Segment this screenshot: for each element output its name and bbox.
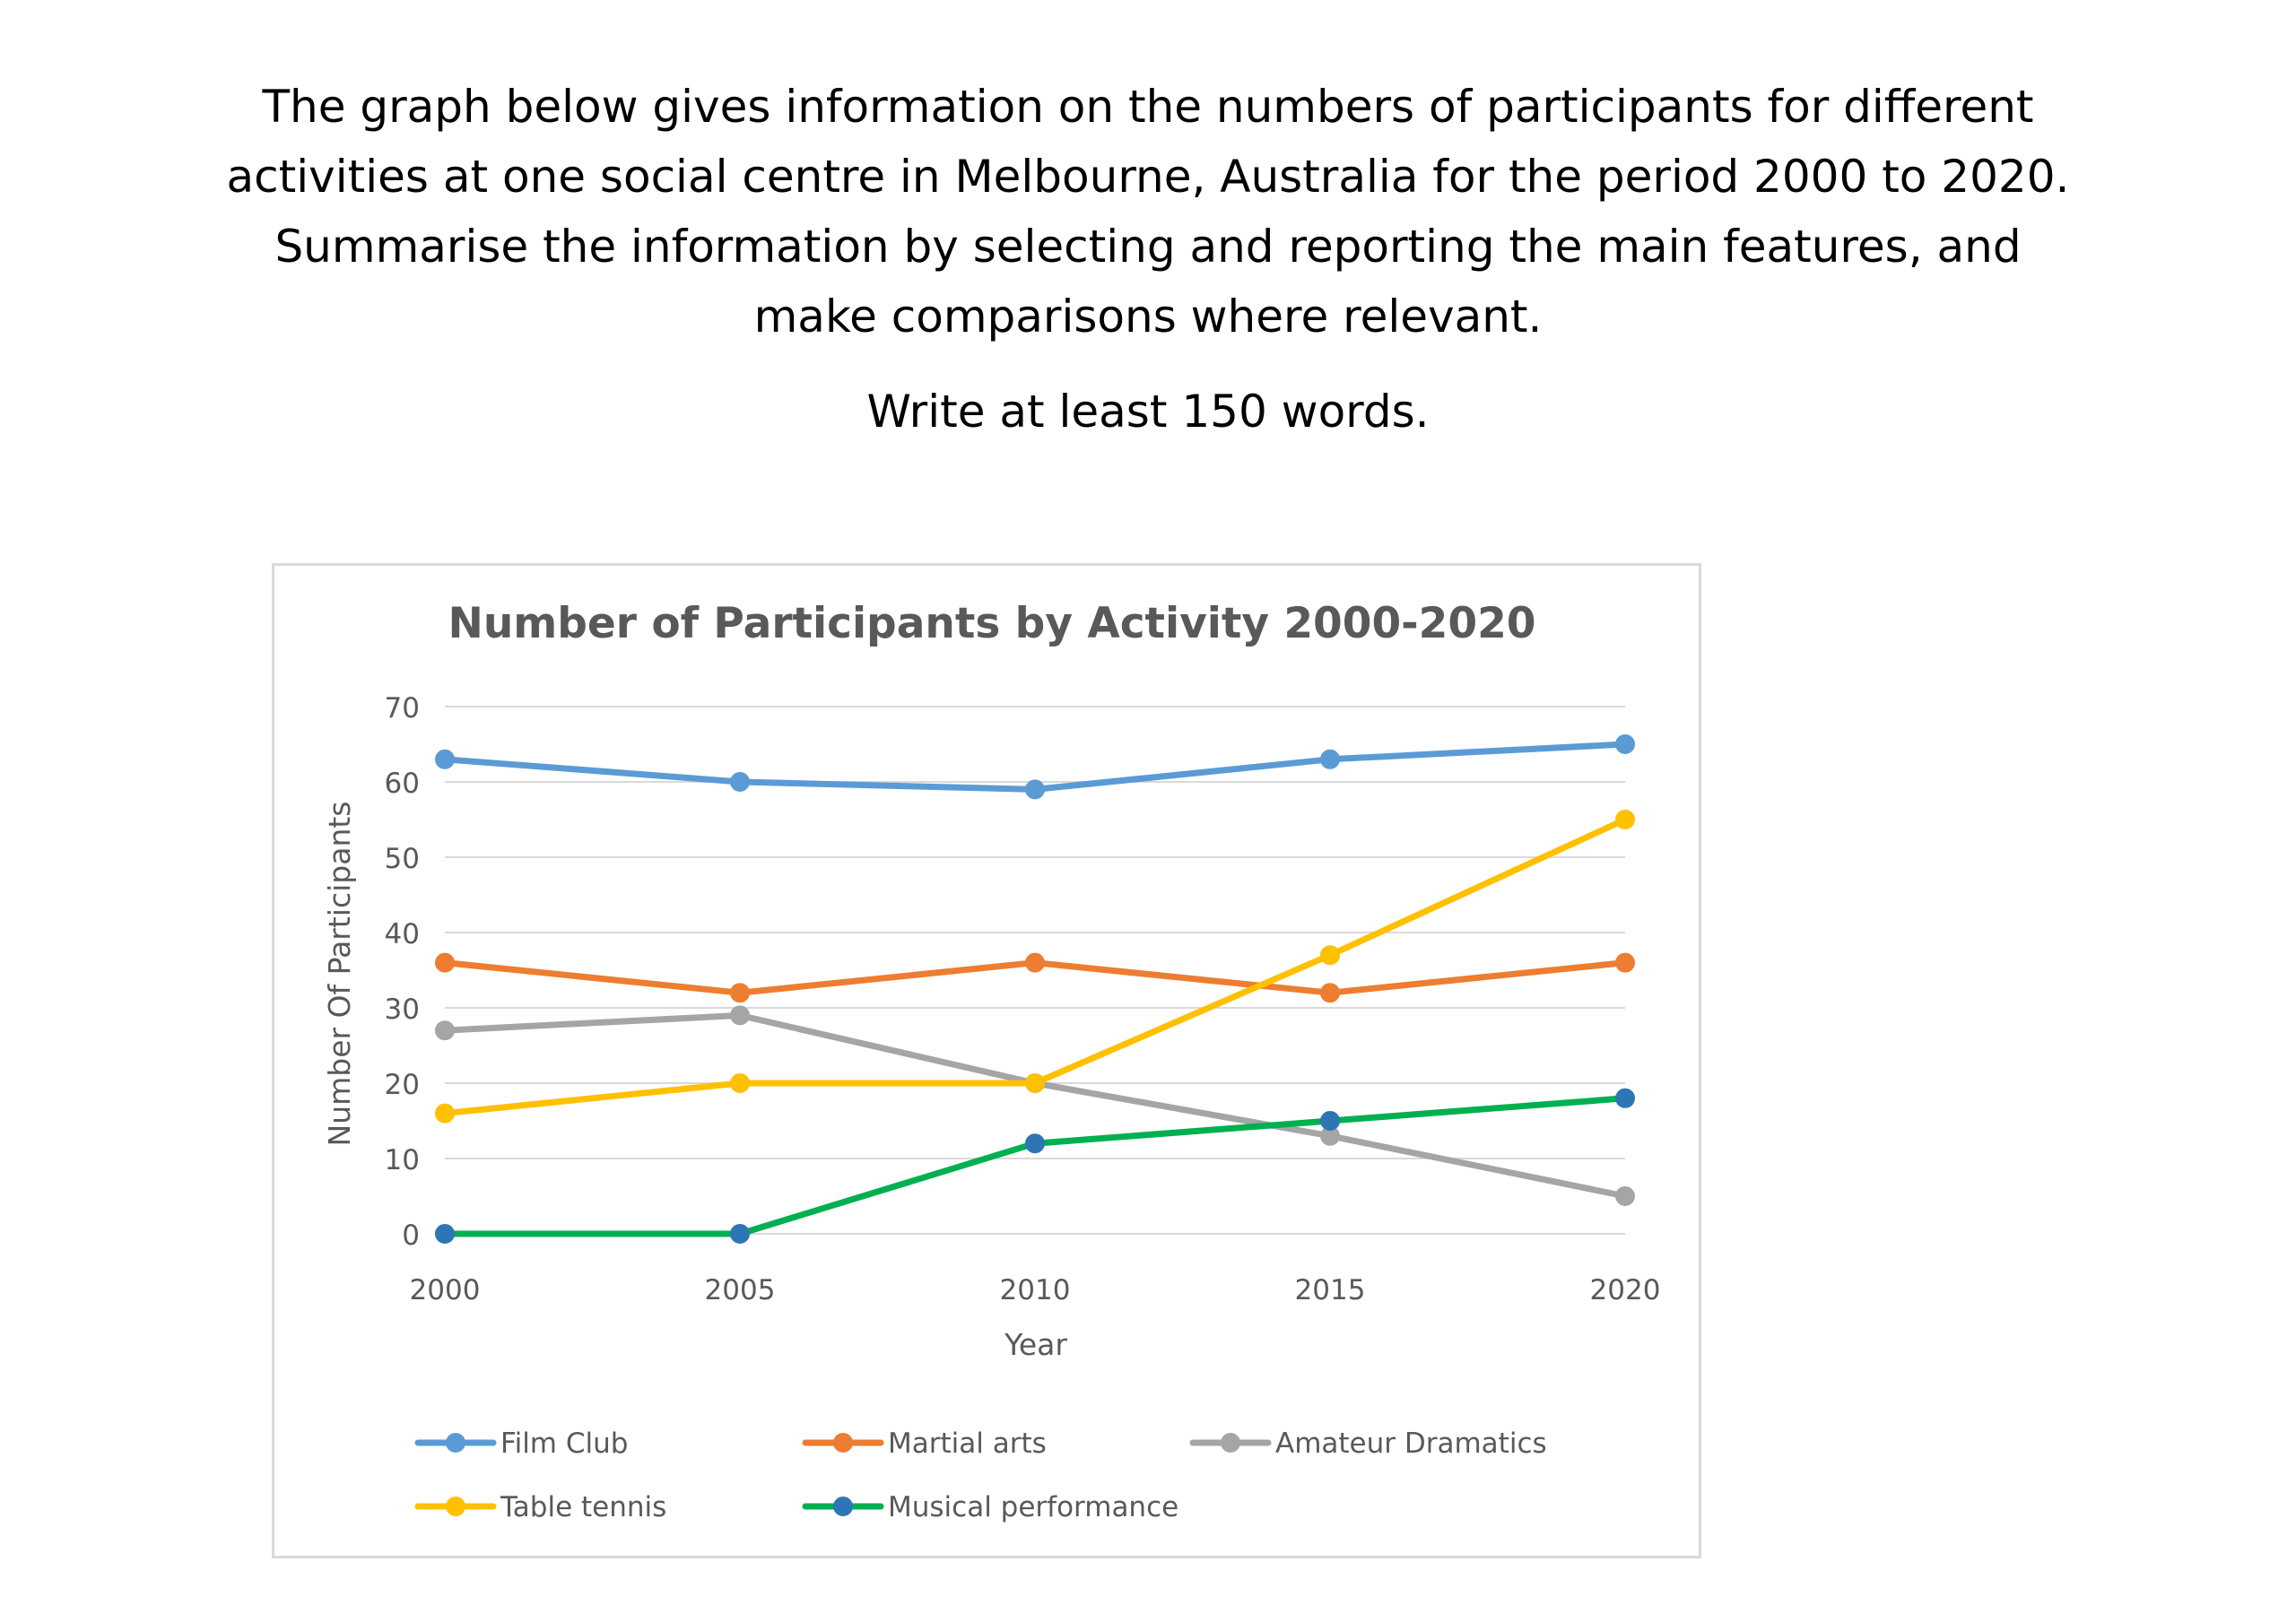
prompt-line: activities at one social centre in Melbo…: [226, 151, 2070, 203]
data-point-martial-arts: [1025, 952, 1045, 973]
data-point-martial-arts: [730, 983, 750, 1003]
y-tick-label: 30: [385, 994, 420, 1026]
data-point-table-tennis: [730, 1073, 750, 1093]
y-tick-label: 20: [385, 1069, 420, 1101]
y-tick-label: 40: [385, 918, 420, 950]
prompt-line: Summarise the information by selecting a…: [274, 221, 2022, 273]
x-tick-label: 2020: [1590, 1274, 1661, 1306]
data-point-table-tennis: [1320, 945, 1340, 966]
y-axis-label: Number Of Participants: [322, 802, 357, 1147]
data-point-musical-performance: [730, 1224, 750, 1244]
word-count-instruction: Write at least 150 words.: [866, 386, 1430, 438]
legend-label-film-club: Film Club: [500, 1427, 628, 1460]
legend-label-table-tennis: Table tennis: [500, 1491, 666, 1523]
data-point-amateur-dramatics: [1615, 1186, 1635, 1206]
series-group: [435, 734, 1635, 1244]
data-point-musical-performance: [1025, 1133, 1045, 1154]
line-chart: Number of Participants by Activity 2000-…: [322, 599, 1661, 1523]
data-point-musical-performance: [435, 1224, 455, 1244]
y-tick-label: 0: [402, 1219, 420, 1252]
data-point-film-club: [435, 749, 455, 769]
legend-label-martial-arts: Martial arts: [888, 1427, 1047, 1460]
chart-frame: Number of Participants by Activity 2000-…: [272, 563, 1701, 1558]
legend-marker-table-tennis: [446, 1497, 465, 1516]
prompt-line: The graph below gives information on the…: [262, 81, 2034, 133]
legend: Film Club Martial arts Amateur Dramatics Ta…: [414, 1427, 1547, 1523]
prompt-line: make comparisons where relevant.: [753, 291, 1543, 343]
data-point-film-club: [1320, 749, 1340, 769]
series-line-musical-performance: [441, 1095, 1629, 1237]
x-tick-label: 2010: [1000, 1274, 1071, 1306]
data-point-film-club: [1025, 779, 1045, 800]
data-point-musical-performance: [1320, 1111, 1340, 1131]
legend-marker-musical-performance: [833, 1497, 853, 1516]
data-point-musical-performance: [1615, 1088, 1635, 1108]
data-point-table-tennis: [435, 1103, 455, 1124]
task-prompt: The graph below gives information on the…: [0, 72, 2296, 351]
chart-title: Number of Participants by Activity 2000-…: [448, 599, 1536, 648]
data-point-martial-arts: [1320, 983, 1340, 1003]
data-point-film-club: [730, 772, 750, 792]
x-axis-label: Year: [1004, 1327, 1067, 1362]
x-tick-label: 2005: [705, 1274, 776, 1306]
data-point-amateur-dramatics: [730, 1005, 750, 1026]
x-tick-label: 2000: [410, 1274, 481, 1306]
x-tick-label: 2015: [1295, 1274, 1366, 1306]
legend-marker-martial-arts: [833, 1433, 853, 1453]
y-tick-label: 60: [385, 768, 420, 800]
legend-label-musical-performance: Musical performance: [888, 1491, 1178, 1523]
x-axis-ticks: 2000 2005 2010 2015 2020: [410, 1274, 1661, 1306]
data-point-martial-arts: [1615, 952, 1635, 973]
y-tick-label: 50: [385, 843, 420, 875]
y-tick-label: 70: [385, 692, 420, 725]
data-point-amateur-dramatics: [435, 1020, 455, 1041]
data-point-martial-arts: [435, 952, 455, 973]
y-axis-ticks: 0 10 20 30 40 50 60 70: [385, 692, 420, 1252]
data-point-film-club: [1615, 734, 1635, 754]
legend-label-amateur-dramatics: Amateur Dramatics: [1275, 1427, 1547, 1460]
data-point-table-tennis: [1615, 810, 1635, 829]
series-line-amateur-dramatics: [441, 1011, 1629, 1200]
y-tick-label: 10: [385, 1144, 420, 1176]
legend-marker-film-club: [446, 1433, 465, 1453]
legend-marker-amateur-dramatics: [1221, 1433, 1240, 1453]
data-point-table-tennis: [1025, 1073, 1045, 1093]
